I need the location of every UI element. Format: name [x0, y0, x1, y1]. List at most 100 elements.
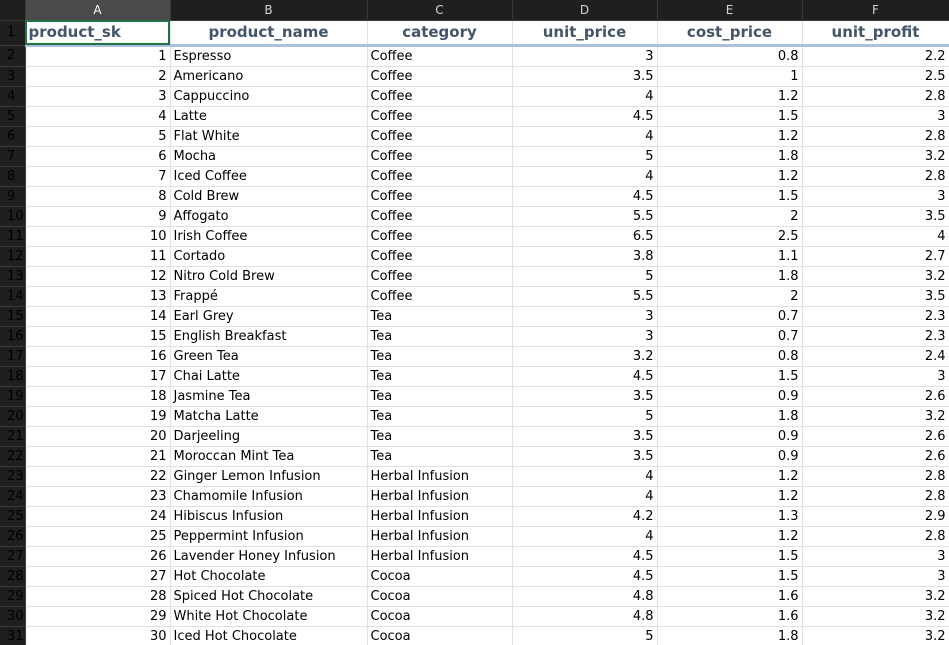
cell-product-name[interactable]: Cold Brew	[170, 186, 368, 207]
row-header[interactable]: 11	[0, 226, 26, 247]
cell-unit-price[interactable]: 4.5	[512, 186, 658, 207]
cell-unit-profit[interactable]: 3	[802, 106, 949, 127]
cell-product-name[interactable]: Ginger Lemon Infusion	[170, 466, 368, 487]
cell-unit-profit[interactable]: 2.9	[802, 506, 949, 527]
cell-unit-profit[interactable]: 3	[802, 186, 949, 207]
row-header[interactable]: 31	[0, 626, 26, 645]
cell-cost-price[interactable]: 1.5	[657, 546, 803, 567]
cell-unit-price[interactable]: 3.5	[512, 386, 658, 407]
cell-unit-price[interactable]: 3	[512, 306, 658, 327]
cell-cost-price[interactable]: 1.5	[657, 366, 803, 387]
cell-unit-profit[interactable]: 3	[802, 366, 949, 387]
row-header-1[interactable]: 1	[0, 20, 26, 46]
cell-unit-price[interactable]: 6.5	[512, 226, 658, 247]
cell-product-sk[interactable]: 18	[25, 386, 171, 407]
cell-unit-price[interactable]: 4.8	[512, 606, 658, 627]
cell-product-sk[interactable]: 21	[25, 446, 171, 467]
cell-unit-profit[interactable]: 2.6	[802, 446, 949, 467]
cell-unit-profit[interactable]: 2.8	[802, 466, 949, 487]
cell-category[interactable]: Herbal Infusion	[367, 546, 513, 567]
cell-product-sk[interactable]: 7	[25, 166, 171, 187]
cell-category[interactable]: Coffee	[367, 226, 513, 247]
header-cell-product-sk[interactable]: product_sk	[25, 20, 171, 47]
row-header[interactable]: 9	[0, 186, 26, 207]
cell-product-name[interactable]: Earl Grey	[170, 306, 368, 327]
cell-unit-price[interactable]: 3	[512, 45, 658, 67]
cell-cost-price[interactable]: 0.9	[657, 446, 803, 467]
cell-product-sk[interactable]: 27	[25, 566, 171, 587]
row-header[interactable]: 8	[0, 166, 26, 187]
cell-product-name[interactable]: Affogato	[170, 206, 368, 227]
cell-product-sk[interactable]: 22	[25, 466, 171, 487]
row-header[interactable]: 25	[0, 506, 26, 527]
cell-product-name[interactable]: Peppermint Infusion	[170, 526, 368, 547]
cell-category[interactable]: Herbal Infusion	[367, 526, 513, 547]
cell-product-name[interactable]: Espresso	[170, 45, 368, 67]
cell-category[interactable]: Coffee	[367, 286, 513, 307]
cell-unit-profit[interactable]: 3.2	[802, 406, 949, 427]
cell-product-sk[interactable]: 13	[25, 286, 171, 307]
row-header[interactable]: 28	[0, 566, 26, 587]
row-header[interactable]: 10	[0, 206, 26, 227]
cell-category[interactable]: Coffee	[367, 266, 513, 287]
cell-unit-profit[interactable]: 2.3	[802, 306, 949, 327]
cell-category[interactable]: Cocoa	[367, 606, 513, 627]
cell-unit-price[interactable]: 4.5	[512, 566, 658, 587]
cell-product-name[interactable]: Jasmine Tea	[170, 386, 368, 407]
cell-category[interactable]: Coffee	[367, 45, 513, 67]
cell-unit-profit[interactable]: 3	[802, 566, 949, 587]
header-cell-cost-price[interactable]: cost_price	[657, 20, 803, 47]
cell-product-sk[interactable]: 23	[25, 486, 171, 507]
cell-unit-profit[interactable]: 2.4	[802, 346, 949, 367]
row-header[interactable]: 18	[0, 366, 26, 387]
cell-product-sk[interactable]: 3	[25, 86, 171, 107]
row-header[interactable]: 12	[0, 246, 26, 267]
cell-cost-price[interactable]: 2	[657, 286, 803, 307]
cell-product-name[interactable]: Chai Latte	[170, 366, 368, 387]
cell-category[interactable]: Tea	[367, 326, 513, 347]
row-header[interactable]: 3	[0, 66, 26, 87]
cell-product-sk[interactable]: 25	[25, 526, 171, 547]
cell-product-name[interactable]: English Breakfast	[170, 326, 368, 347]
header-cell-unit-price[interactable]: unit_price	[512, 20, 658, 47]
cell-product-sk[interactable]: 28	[25, 586, 171, 607]
cell-product-name[interactable]: Irish Coffee	[170, 226, 368, 247]
column-header-e[interactable]: E	[657, 0, 803, 21]
cell-cost-price[interactable]: 0.8	[657, 346, 803, 367]
row-header[interactable]: 24	[0, 486, 26, 507]
cell-cost-price[interactable]: 2	[657, 206, 803, 227]
cell-product-name[interactable]: Iced Coffee	[170, 166, 368, 187]
column-header-a[interactable]: A	[25, 0, 171, 21]
cell-category[interactable]: Coffee	[367, 206, 513, 227]
row-header[interactable]: 29	[0, 586, 26, 607]
cell-unit-profit[interactable]: 3.2	[802, 266, 949, 287]
cell-unit-price[interactable]: 3.8	[512, 246, 658, 267]
row-header[interactable]: 15	[0, 306, 26, 327]
cell-category[interactable]: Cocoa	[367, 586, 513, 607]
cell-cost-price[interactable]: 0.9	[657, 386, 803, 407]
cell-product-sk[interactable]: 24	[25, 506, 171, 527]
cell-unit-price[interactable]: 3.5	[512, 66, 658, 87]
cell-product-sk[interactable]: 14	[25, 306, 171, 327]
cell-product-sk[interactable]: 2	[25, 66, 171, 87]
cell-unit-profit[interactable]: 2.2	[802, 45, 949, 67]
cell-product-sk[interactable]: 30	[25, 626, 171, 645]
cell-unit-profit[interactable]: 3.2	[802, 626, 949, 645]
cell-unit-profit[interactable]: 3.5	[802, 206, 949, 227]
cell-cost-price[interactable]: 0.9	[657, 426, 803, 447]
row-header[interactable]: 26	[0, 526, 26, 547]
cell-cost-price[interactable]: 1.3	[657, 506, 803, 527]
cell-product-name[interactable]: Hot Chocolate	[170, 566, 368, 587]
cell-product-name[interactable]: Frappé	[170, 286, 368, 307]
cell-category[interactable]: Coffee	[367, 126, 513, 147]
cell-unit-price[interactable]: 4	[512, 466, 658, 487]
cell-cost-price[interactable]: 1.2	[657, 466, 803, 487]
cell-cost-price[interactable]: 1.2	[657, 486, 803, 507]
cell-cost-price[interactable]: 1.6	[657, 606, 803, 627]
cell-product-name[interactable]: Spiced Hot Chocolate	[170, 586, 368, 607]
cell-unit-price[interactable]: 3	[512, 326, 658, 347]
cell-category[interactable]: Tea	[367, 346, 513, 367]
header-cell-unit-profit[interactable]: unit_profit	[802, 20, 949, 47]
cell-unit-price[interactable]: 5.5	[512, 286, 658, 307]
cell-category[interactable]: Cocoa	[367, 626, 513, 645]
